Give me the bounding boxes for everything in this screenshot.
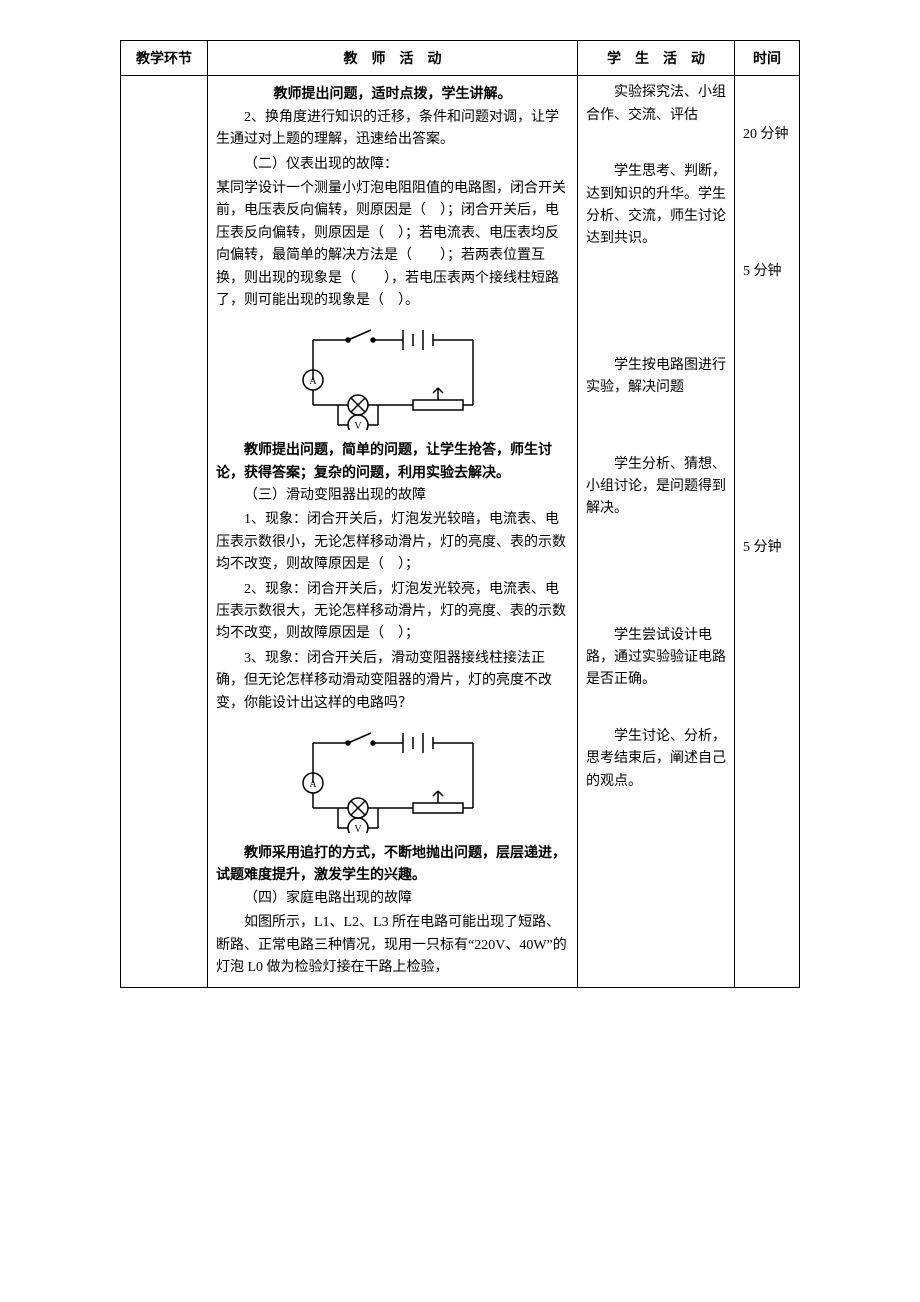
table-header-row: 教学环节 教 师 活 动 学 生 活 动 时间 <box>121 41 800 76</box>
time-t1: 20 分钟 <box>743 124 791 146</box>
header-col-env: 教学环节 <box>121 41 208 76</box>
student-s3: 学生按电路图进行实验，解决问题 <box>586 355 726 400</box>
time-t3: 5 分钟 <box>743 537 791 559</box>
teacher-p6: 2、现象：闭合开关后，灯泡发光较亮，电流表、电压表示数很大，无论怎样移动滑片，灯… <box>216 579 569 646</box>
cell-student-activity: 实验探究法、小组合作、交流、评估 学生思考、判断，达到知识的升华。学生分析、交流… <box>578 76 735 988</box>
teacher-p9: 如图所示，L1、L2、L3 所在电路可能出现了短路、断路、正常电路三种情况，现用… <box>216 912 569 979</box>
cell-time: 20 分钟 5 分钟 5 分钟 <box>735 76 800 988</box>
student-s2: 学生思考、判断，达到知识的升华。学生分析、交流，师生讨论达到共识。 <box>586 161 726 251</box>
student-s5: 学生尝试设计电路，通过实验验证电路是否正确。 <box>586 625 726 692</box>
cell-teacher-activity: 教师提出问题，适时点拨，学生讲解。 2、换角度进行知识的迁移，条件和问题对调，让… <box>208 76 578 988</box>
teacher-heading-2: 教师提出问题，简单的问题，让学生抢答，师生讨论，获得答案；复杂的问题，利用实验去… <box>216 438 569 483</box>
svg-text:A: A <box>309 376 317 387</box>
teacher-p2: （二）仪表出现的故障： <box>216 154 569 176</box>
student-s1: 实验探究法、小组合作、交流、评估 <box>586 82 726 127</box>
student-s6: 学生讨论、分析，思考结束后，阐述自己的观点。 <box>586 726 726 793</box>
teacher-heading-1: 教师提出问题，适时点拨，学生讲解。 <box>216 82 569 104</box>
student-s4: 学生分析、猜想、小组讨论，是问题得到解决。 <box>586 454 726 521</box>
svg-text:V: V <box>354 421 362 430</box>
table-content-row: 教师提出问题，适时点拨，学生讲解。 2、换角度进行知识的迁移，条件和问题对调，让… <box>121 76 800 988</box>
header-col-time: 时间 <box>735 41 800 76</box>
lesson-plan-table: 教学环节 教 师 活 动 学 生 活 动 时间 教师提出问题，适时点拨，学生讲解… <box>120 40 800 988</box>
teacher-heading-3: 教师采用追打的方式，不断地抛出问题，层层递进，试题难度提升，激发学生的兴趣。 <box>216 841 569 886</box>
svg-text:V: V <box>354 824 362 833</box>
teacher-p8: （四）家庭电路出现的故障 <box>216 888 569 910</box>
header-col-teacher: 教 师 活 动 <box>208 41 578 76</box>
time-t2: 5 分钟 <box>743 261 791 283</box>
cell-env <box>121 76 208 988</box>
header-col-student: 学 生 活 动 <box>578 41 735 76</box>
teacher-p5: 1、现象：闭合开关后，灯泡发光较暗，电流表、电压表示数很小，无论怎样移动滑片，灯… <box>216 509 569 576</box>
circuit-diagram-2: A V <box>293 723 493 833</box>
teacher-p4: （三）滑动变阻器出现的故障 <box>216 485 569 507</box>
teacher-p1: 2、换角度进行知识的迁移，条件和问题对调，让学生通过对上题的理解，迅速给出答案。 <box>216 107 569 152</box>
circuit-diagram-1: A <box>293 320 493 430</box>
teacher-p3: 某同学设计一个测量小灯泡电阻阻值的电路图，闭合开关前，电压表反向偏转，则原因是（… <box>216 178 569 312</box>
svg-text:A: A <box>309 779 317 790</box>
teacher-p7: 3、现象：闭合开关后，滑动变阻器接线柱接法正确，但无论怎样移动滑动变阻器的滑片，… <box>216 648 569 715</box>
